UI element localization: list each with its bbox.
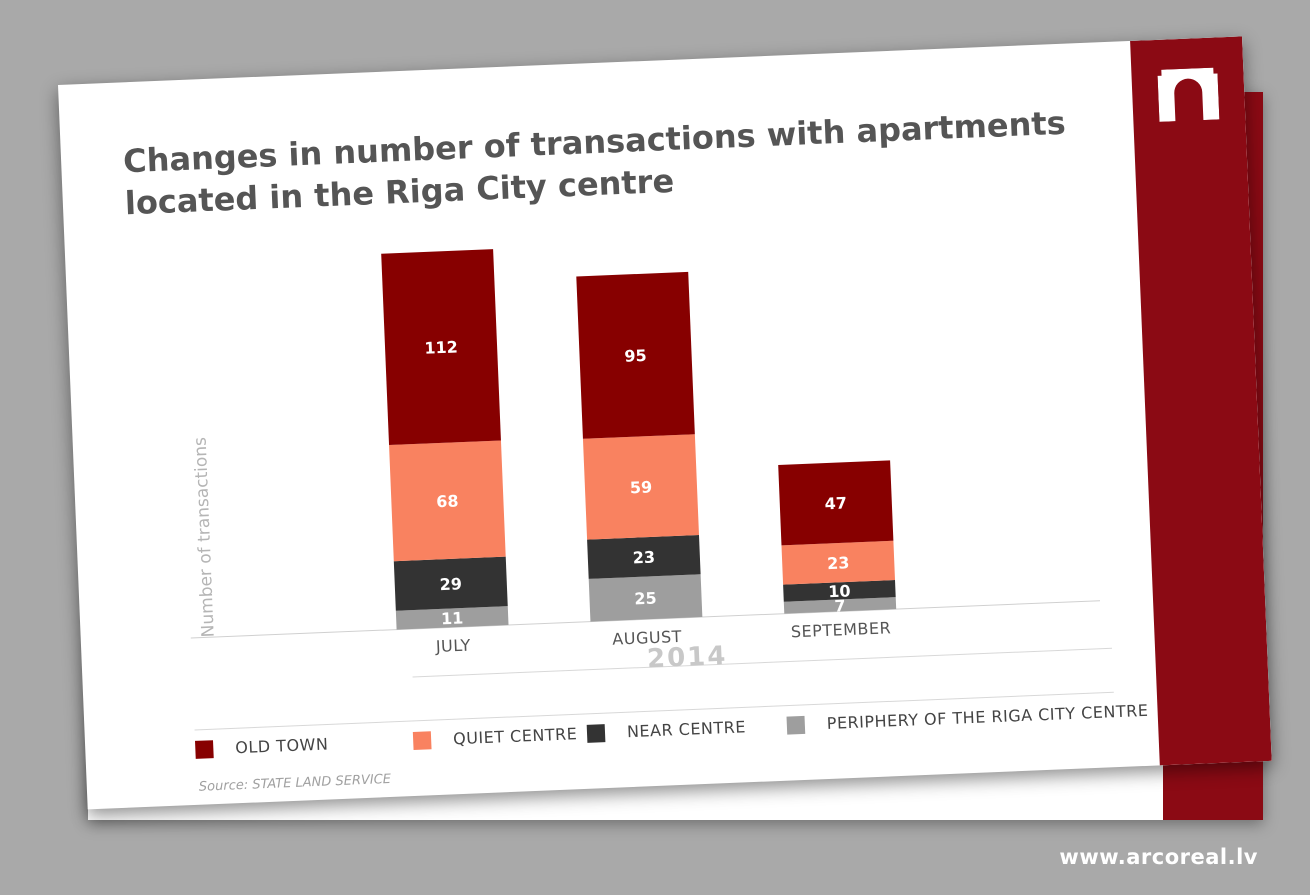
x-axis-year-label: 2014 — [646, 641, 728, 675]
legend-top-line — [194, 691, 1114, 731]
bar-august-near-centre — [587, 535, 701, 579]
stacked-bar-chart: 11 29 68 112 JULY 25 23 59 95 AUGUST 710 23 47 SEPTEM… — [190, 249, 1116, 745]
bar-july-periphery-of-the-riga-city-centre — [395, 606, 509, 630]
legend-label-old-town: OLD TOWN — [234, 734, 329, 758]
divider-line — [412, 647, 1113, 678]
bar-september-old-town — [778, 460, 894, 546]
bar-july-old-town — [381, 249, 501, 446]
bar-august-quiet-centre — [582, 434, 699, 540]
data-label-september-periphery-of-the-riga-city-centre: 7 — [834, 596, 846, 615]
data-label-september-near-centre: 10 — [828, 581, 851, 601]
data-label-july-old-town: 112 — [424, 337, 458, 357]
bar-september-quiet-centre — [781, 540, 896, 585]
footer-url: www.arcoreal.lv — [1059, 845, 1258, 869]
legend-label-quiet-centre: QUIET CENTRE — [452, 724, 578, 749]
data-label-july-quiet-centre: 68 — [436, 491, 459, 511]
legend-label-near-centre: NEAR CENTRE — [626, 717, 747, 742]
arcoreal-logo-icon — [1157, 67, 1220, 122]
bar-august-old-town — [576, 271, 695, 439]
bar-july-near-centre — [393, 556, 508, 611]
chart-card: Changes in number of transactions with a… — [58, 36, 1272, 810]
legend-swatch-near-centre — [586, 723, 606, 743]
data-label-september-quiet-centre: 23 — [827, 553, 850, 573]
legend-item-old-town: OLD TOWN — [194, 734, 329, 759]
x-tick-label-july: JULY — [434, 636, 471, 656]
legend-swatch-old-town — [194, 739, 214, 759]
bar-july-quiet-centre — [389, 440, 506, 562]
data-label-august-quiet-centre: 59 — [629, 477, 652, 497]
bar-september-periphery-of-the-riga-city-centre — [783, 597, 897, 614]
data-label-july-near-centre: 29 — [439, 574, 462, 594]
data-label-august-near-centre: 23 — [632, 548, 655, 568]
bar-august-periphery-of-the-riga-city-centre — [588, 574, 703, 622]
data-label-september-old-town: 47 — [824, 493, 847, 513]
bar-september-near-centre — [783, 580, 896, 602]
x-tick-label-september: SEPTEMBER — [790, 618, 891, 641]
data-label-august-old-town: 95 — [624, 346, 647, 366]
legend-swatch-periphery-of-the-riga-city-centre — [786, 715, 806, 735]
brand-band — [1130, 36, 1272, 766]
data-label-july-periphery-of-the-riga-city-centre: 11 — [441, 608, 464, 628]
data-label-august-periphery-of-the-riga-city-centre: 25 — [634, 589, 657, 609]
source-note: Source: STATE LAND SERVICE — [198, 771, 392, 795]
legend-swatch-quiet-centre — [412, 730, 432, 750]
x-tick-label-august: AUGUST — [612, 627, 682, 649]
